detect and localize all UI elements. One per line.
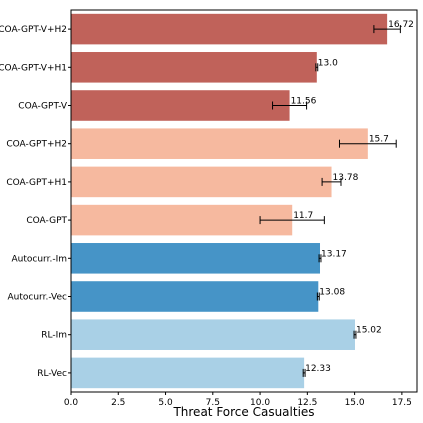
value-label: 16.72	[388, 20, 414, 30]
category-label: COA-GPT+H1	[6, 178, 67, 188]
category-label: COA-GPT	[26, 216, 67, 226]
bar	[71, 13, 388, 45]
x-tick-label: 15.0	[345, 398, 365, 408]
value-label: 13.78	[333, 173, 359, 183]
category-label: Autocurr.-Im	[12, 254, 68, 264]
bar	[71, 204, 293, 236]
category-label: COA-GPT-V+H2	[0, 25, 67, 35]
bar	[71, 128, 368, 159]
value-label: 13.08	[319, 288, 345, 298]
x-tick-label: 7.5	[206, 398, 220, 408]
category-label: Autocurr.-Vec	[8, 293, 68, 303]
x-tick-label: 12.5	[297, 398, 317, 408]
value-label-group: 16.72 13.0 11.56 15.7 13.78 11.7 13.17 13.08 15.…	[291, 20, 414, 374]
error-bar-group	[259, 25, 401, 377]
category-label: COA-GPT+H2	[6, 140, 67, 150]
x-tick-label: 17.5	[392, 398, 412, 408]
x-tick-label: 2.5	[111, 398, 125, 408]
bar-group	[71, 13, 388, 389]
bar	[71, 52, 317, 83]
x-tick-label: 0.0	[64, 398, 79, 408]
category-label: COA-GPT-V+H1	[0, 63, 67, 73]
bar	[71, 357, 305, 389]
x-tick-group: 0.0 2.5 5.0 7.5 10.0 12.5 15.0 17.5	[64, 392, 412, 408]
bar	[71, 90, 290, 121]
value-label: 13.0	[318, 58, 338, 68]
x-axis-title: Threat Force Casualties	[172, 405, 314, 419]
bar	[71, 166, 332, 198]
value-label: 11.7	[293, 211, 313, 221]
category-label: RL-Im	[41, 331, 67, 341]
value-label: 13.17	[321, 249, 347, 259]
category-label: COA-GPT-V	[18, 102, 68, 112]
value-label: 15.7	[369, 135, 389, 145]
value-label: 12.33	[305, 364, 331, 374]
category-label-group: COA-GPT-V+H2 COA-GPT-V+H1 COA-GPT-V COA-GPT…	[0, 25, 71, 379]
plot-frame	[70, 9, 418, 393]
bar	[71, 243, 321, 274]
value-label: 11.56	[291, 97, 317, 107]
value-label: 15.02	[356, 326, 382, 336]
category-label: RL-Vec	[37, 369, 67, 379]
bar	[71, 319, 355, 350]
bar	[71, 281, 319, 312]
x-tick-label: 5.0	[158, 398, 173, 408]
x-tick-label: 10.0	[250, 398, 270, 408]
